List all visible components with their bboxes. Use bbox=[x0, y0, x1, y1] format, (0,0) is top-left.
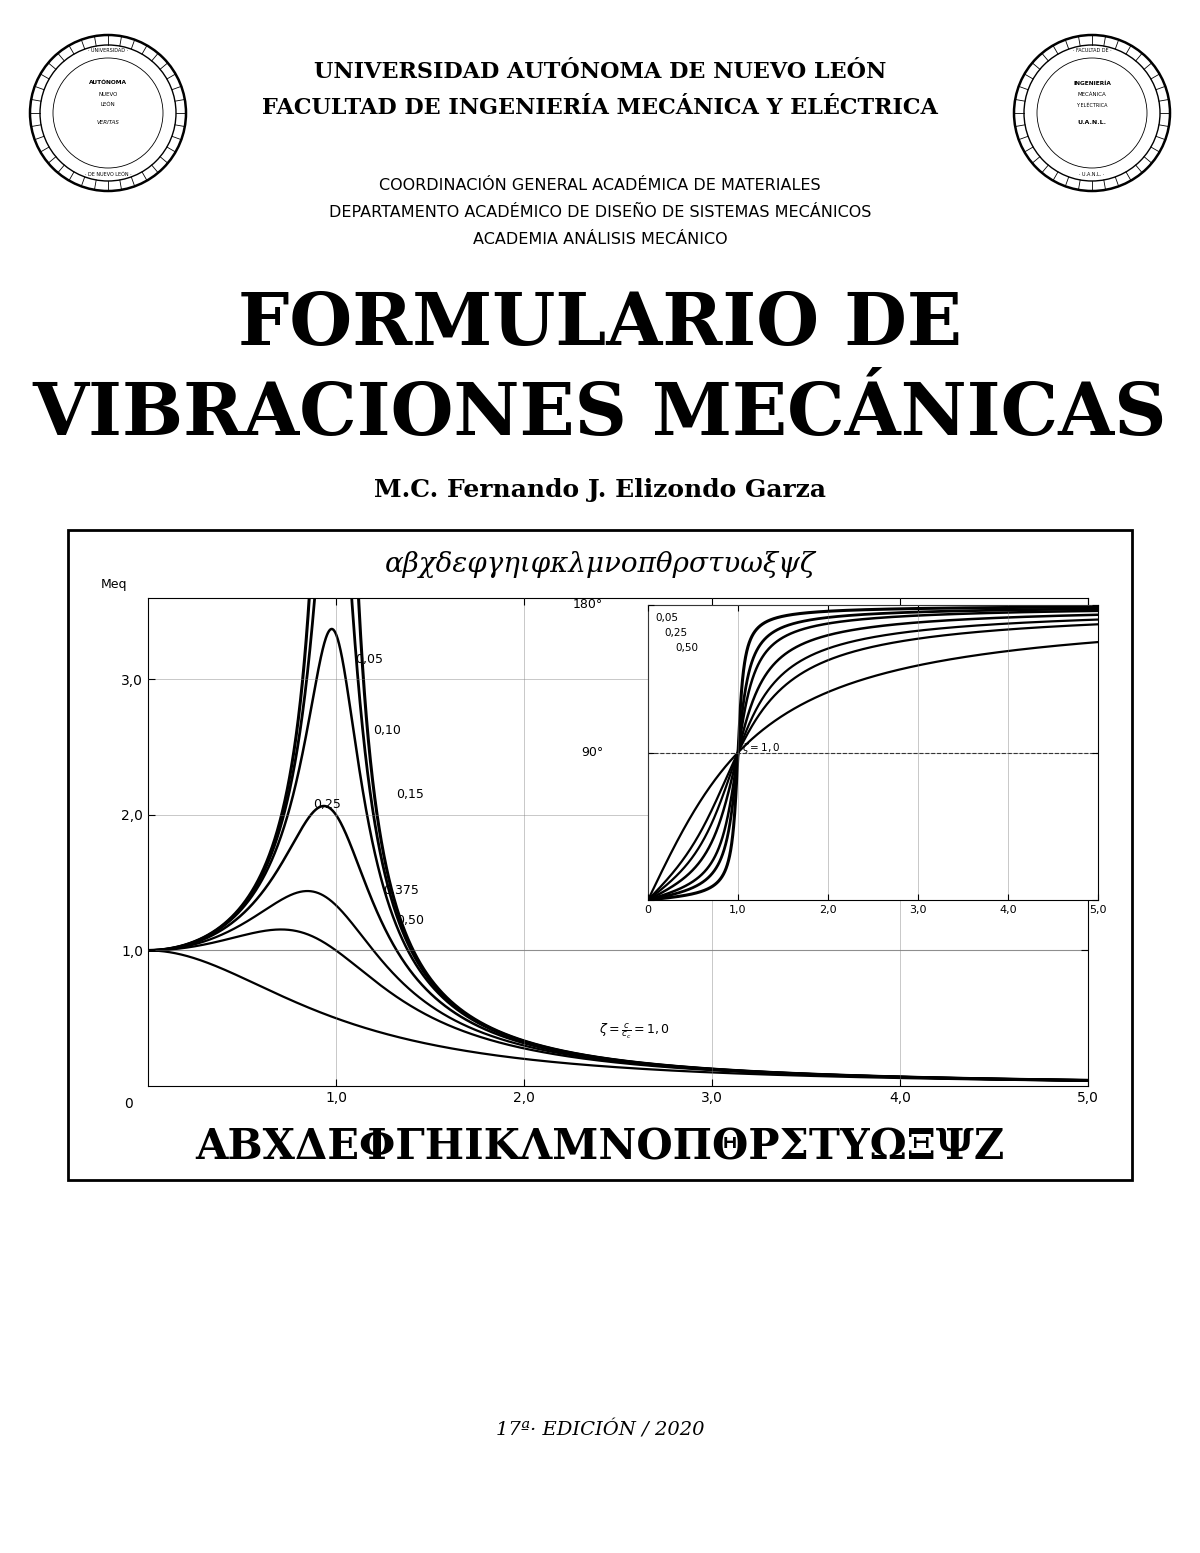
Text: 0,50: 0,50 bbox=[674, 643, 698, 652]
Text: 0,05: 0,05 bbox=[655, 613, 678, 623]
Bar bbox=[68, 530, 1132, 1180]
Text: 0,375: 0,375 bbox=[383, 884, 419, 898]
Text: 0,25: 0,25 bbox=[313, 798, 341, 811]
Text: $\zeta = 1,0$: $\zeta = 1,0$ bbox=[743, 741, 781, 755]
Text: AUTÓNOMA: AUTÓNOMA bbox=[89, 81, 127, 85]
Text: VIBRACIONES MECÁNICAS: VIBRACIONES MECÁNICAS bbox=[32, 379, 1168, 450]
Text: 0,25: 0,25 bbox=[665, 627, 688, 638]
Text: ΑΒΧΔΕΦΓΗΙΚΛΜΝΟΠΘΡΣΤΥΩΞΨΖ: ΑΒΧΔΕΦΓΗΙΚΛΜΝΟΠΘΡΣΤΥΩΞΨΖ bbox=[196, 1126, 1004, 1168]
Text: UNIVERSIDAD AUTÓNOMA DE NUEVO LEÓN: UNIVERSIDAD AUTÓNOMA DE NUEVO LEÓN bbox=[314, 61, 886, 82]
Text: U.A.N.L.: U.A.N.L. bbox=[1078, 121, 1106, 126]
Text: · U.A.N.L. ·: · U.A.N.L. · bbox=[1079, 172, 1105, 177]
Text: 0: 0 bbox=[125, 1096, 133, 1110]
Text: · UNIVERSIDAD ·: · UNIVERSIDAD · bbox=[88, 48, 128, 53]
Text: M.C. Fernando J. Elizondo Garza: M.C. Fernando J. Elizondo Garza bbox=[374, 478, 826, 502]
Text: 0,10: 0,10 bbox=[373, 724, 402, 738]
Text: Y ELÉCTRICA: Y ELÉCTRICA bbox=[1076, 102, 1108, 107]
Text: 0,50: 0,50 bbox=[396, 915, 424, 927]
Text: NUEVO: NUEVO bbox=[98, 93, 118, 98]
Text: 17ª· EDICIÓN / 2020: 17ª· EDICIÓN / 2020 bbox=[496, 1421, 704, 1440]
Text: LEÓN: LEÓN bbox=[101, 102, 115, 107]
Text: VERITAS: VERITAS bbox=[96, 121, 120, 126]
Text: ACADEMIA ANÁLISIS MECÁNICO: ACADEMIA ANÁLISIS MECÁNICO bbox=[473, 231, 727, 247]
Text: 0,15: 0,15 bbox=[396, 787, 424, 801]
Text: 180°: 180° bbox=[572, 598, 604, 612]
Text: · DE NUEVO LEÓN ·: · DE NUEVO LEÓN · bbox=[85, 172, 131, 177]
Text: αβχδεφγηιφκλμνοπθρστυωξψζ: αβχδεφγηιφκλμνοπθρστυωξψζ bbox=[384, 551, 816, 579]
Text: $\zeta = \frac{c}{c_c} = 1,0$: $\zeta = \frac{c}{c_c} = 1,0$ bbox=[599, 1022, 671, 1042]
Text: DEPARTAMENTO ACADÉMICO DE DISEÑO DE SISTEMAS MECÁNICOS: DEPARTAMENTO ACADÉMICO DE DISEÑO DE SIST… bbox=[329, 205, 871, 219]
Text: INGENIERÍA: INGENIERÍA bbox=[1073, 81, 1111, 85]
Text: Meq: Meq bbox=[101, 578, 127, 592]
Text: FORMULARIO DE: FORMULARIO DE bbox=[238, 289, 962, 360]
Text: MECÁNICA: MECÁNICA bbox=[1078, 93, 1106, 98]
Text: COORDINACIÓN GENERAL ACADÉMICA DE MATERIALES: COORDINACIÓN GENERAL ACADÉMICA DE MATERI… bbox=[379, 177, 821, 193]
Text: 90°: 90° bbox=[581, 745, 604, 759]
Text: · FACULTAD DE ·: · FACULTAD DE · bbox=[1073, 48, 1111, 53]
Text: 0,05: 0,05 bbox=[355, 652, 383, 666]
Text: FACULTAD DE INGENIERÍA MECÁNICA Y ELÉCTRICA: FACULTAD DE INGENIERÍA MECÁNICA Y ELÉCTR… bbox=[262, 96, 938, 120]
